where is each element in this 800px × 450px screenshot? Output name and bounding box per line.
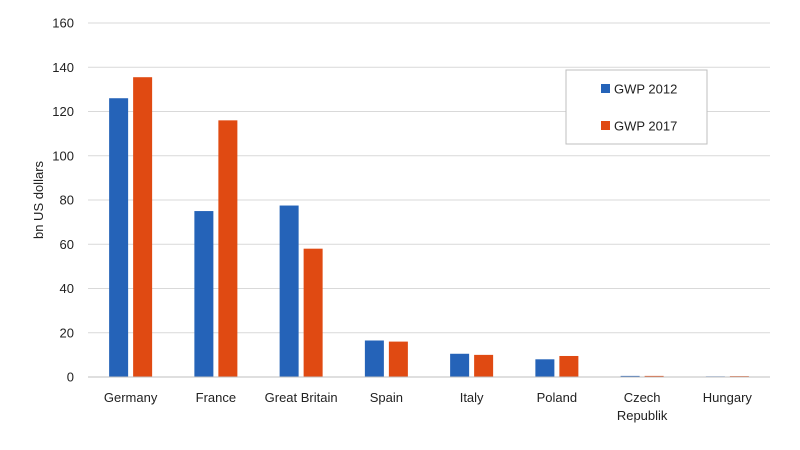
x-axis-labels: Germany France Great Britain Spain Italy Pola…: [104, 390, 753, 423]
bar-gwp-2012: [279, 205, 299, 377]
x-tick-label: Spain: [370, 390, 403, 405]
x-tick-label: Great Britain: [265, 390, 338, 405]
bar-gwp-2012: [364, 340, 384, 377]
legend-box: [565, 69, 708, 145]
legend: GWP 2012 GWP 2017: [565, 69, 708, 145]
y-tick-label: 160: [52, 16, 74, 31]
bar-gwp-2017: [644, 375, 664, 377]
x-tick-label: Poland: [537, 390, 577, 405]
x-tick-label: France: [196, 390, 236, 405]
y-tick-label: 140: [52, 60, 74, 75]
bar-gwp-2012: [620, 375, 640, 377]
y-tick-label: 120: [52, 104, 74, 119]
bar-gwp-2017: [303, 248, 323, 377]
bar-gwp-2017: [474, 354, 494, 377]
gridlines: [88, 22, 770, 334]
x-tick-label: Hungary: [703, 390, 753, 405]
x-tick-label: Germany: [104, 390, 158, 405]
legend-swatch: [601, 121, 610, 130]
bar-gwp-2012: [194, 211, 214, 377]
bar-gwp-2017: [133, 77, 153, 378]
bar-gwp-2017: [559, 355, 579, 377]
y-axis-ticks: 0 20 40 60 80 100 120 140 160: [52, 16, 74, 385]
bars: [109, 77, 749, 378]
bar-gwp-2017: [218, 120, 238, 377]
y-tick-label: 80: [60, 193, 74, 208]
legend-label: GWP 2017: [614, 119, 677, 134]
bar-gwp-2012: [535, 359, 555, 377]
bar-gwp-2017: [388, 341, 408, 377]
y-tick-label: 20: [60, 325, 74, 340]
y-tick-label: 0: [67, 370, 74, 385]
y-tick-label: 60: [60, 237, 74, 252]
legend-swatch: [601, 84, 610, 93]
x-tick-label: Czech Republik: [617, 390, 668, 423]
y-tick-label: 40: [60, 281, 74, 296]
bar-gwp-2012: [109, 98, 129, 377]
y-tick-label: 100: [52, 148, 74, 163]
legend-label: GWP 2012: [614, 82, 677, 97]
x-tick-label: Italy: [460, 390, 484, 405]
bar-gwp-2012: [450, 353, 470, 377]
y-axis-title: bn US dollars: [31, 160, 46, 239]
